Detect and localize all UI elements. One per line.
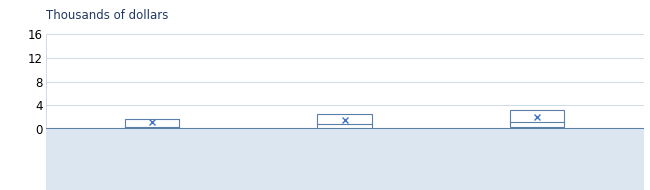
FancyBboxPatch shape <box>317 114 372 129</box>
Text: 75 or older: 75 or older <box>503 140 572 153</box>
FancyBboxPatch shape <box>510 110 564 127</box>
FancyBboxPatch shape <box>125 119 179 129</box>
Text: 65–74: 65–74 <box>326 140 363 153</box>
Text: 55–64: 55–64 <box>133 140 170 153</box>
Text: Thousands of dollars: Thousands of dollars <box>46 9 168 22</box>
